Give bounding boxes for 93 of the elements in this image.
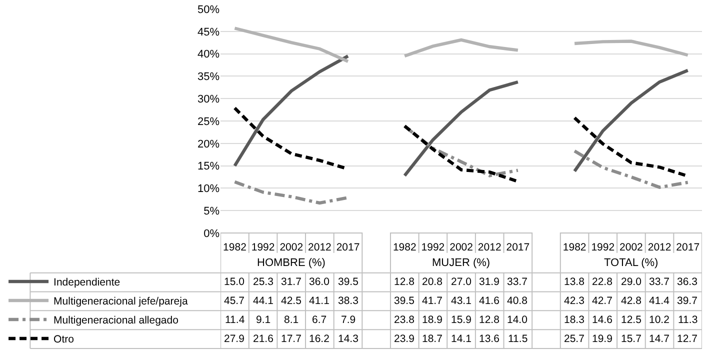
data-label: 15.0 [224,276,245,288]
x-tick-label: 1992 [421,242,445,254]
data-label: 27.9 [224,333,245,345]
text: HOMBRE (%) [257,257,326,269]
data-label: 12.8 [479,314,500,326]
data-label: 39.5 [394,295,415,307]
data-label: 14.7 [649,333,670,345]
x-tick-label: 2012 [478,242,502,254]
data-label: 41.7 [422,295,443,307]
x-tick-label: 2017 [676,242,700,254]
data-label: 20.8 [422,276,443,288]
x-tick-label: 1992 [591,242,615,254]
data-label: 45.7 [224,295,245,307]
y-tick-label: 35% [198,71,220,84]
text: MUJER (%) [432,257,490,269]
data-label: 11.4 [225,314,245,326]
x-tick-label: 1982 [562,242,586,254]
legend-label: Otro [54,334,74,346]
x-tick-label: 2002 [620,242,644,254]
x-tick-label: 1982 [392,242,416,254]
data-label: 19.9 [592,333,613,345]
data-label: 39.5 [338,276,359,288]
data-label: 14.6 [592,314,613,326]
x-tick-label: 2017 [336,242,360,254]
text: TOTAL (%) [604,257,658,269]
y-tick-label: 45% [198,26,220,38]
legend-label: Independiente [54,276,120,289]
y-tick-label: 10% [198,183,220,196]
data-label: 7.9 [341,314,356,326]
data-label: 38.3 [338,295,359,307]
x-tick-label: 2017 [506,242,530,254]
data-label: 41.4 [649,295,670,307]
data-label: 15.7 [621,333,642,345]
data-label: 42.5 [281,295,302,307]
data-label: 15.9 [451,314,472,326]
data-label: 25.7 [564,333,585,345]
data-label: 41.1 [309,295,330,307]
data-label: 36.3 [677,276,698,288]
data-label: 13.8 [564,276,585,288]
data-label: 41.6 [479,295,500,307]
data-label: 42.8 [621,295,642,307]
data-label: 18.9 [422,314,443,326]
data-label: 12.7 [677,333,698,345]
data-label: 17.7 [281,333,302,345]
data-label: 31.7 [281,276,302,288]
data-label: 23.9 [394,333,415,345]
data-label: 42.7 [592,295,613,307]
data-label: 36.0 [309,276,330,288]
data-label: 11.5 [508,333,528,345]
data-label: 39.7 [677,295,698,307]
legend-label: Multigeneracional jefe/pareja [54,296,188,308]
y-tick-label: 50% [198,4,220,16]
data-label: 18.3 [564,314,585,326]
y-tick-label: 15% [198,160,220,173]
data-label: 13.6 [479,333,500,345]
y-tick-label: 25% [198,116,220,128]
data-label: 33.7 [507,276,528,288]
y-tick-label: 5% [204,205,220,218]
data-label: 33.7 [649,276,670,288]
data-label: 14.0 [507,314,528,326]
data-label: 12.8 [394,276,415,288]
y-tick-label: 20% [198,138,220,150]
data-label: 44.1 [253,295,274,307]
data-label: 8.1 [284,314,299,326]
data-label: 43.1 [451,295,472,307]
y-tick-label: 40% [198,48,220,61]
data-label: 23.8 [394,314,415,326]
data-label: 18.7 [422,333,443,345]
data-label: 9.1 [256,314,271,326]
legend-label: Multigeneracional allegado [54,314,179,327]
data-label: 29.0 [621,276,642,288]
data-label: 40.8 [507,295,528,307]
data-label: 25.3 [253,276,274,288]
x-tick-label: 2002 [450,242,474,254]
data-label: 10.2 [649,314,670,326]
data-label: 42.3 [564,295,585,307]
data-label: 22.8 [592,276,613,288]
data-label: 16.2 [309,333,330,345]
data-label: 12.5 [621,314,642,326]
x-tick-label: 1992 [251,242,275,254]
y-tick-label: 0% [204,228,220,240]
x-tick-label: 2012 [308,242,332,254]
x-tick-label: 1982 [223,242,247,254]
y-tick-label: 30% [198,93,220,106]
data-label: 31.9 [479,276,500,288]
data-label: 27.0 [451,276,472,288]
data-label: 6.7 [312,314,327,326]
data-label: 14.3 [338,333,359,345]
data-label: 14.1 [451,333,472,345]
data-label: 11.3 [678,314,698,326]
data-label: 21.6 [253,333,274,345]
x-tick-label: 2012 [648,242,672,254]
x-tick-label: 2002 [280,242,304,254]
